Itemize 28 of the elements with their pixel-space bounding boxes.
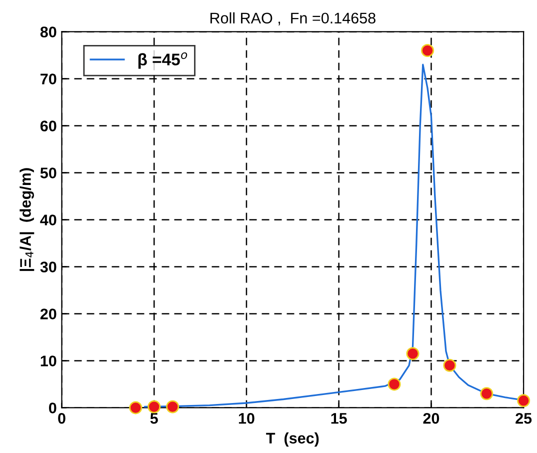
point [148,400,161,414]
y-tick-label: 60 [40,120,56,132]
legend-label: β =45$^{o}$ [138,52,188,69]
y-tick-label: 50 [40,168,56,178]
point [480,387,494,400]
x-tick-label: 25 [516,412,532,424]
point [517,394,530,408]
point [421,44,434,58]
point [166,400,180,414]
chart-title: Roll RAO , Fn =0.14658 [210,12,376,26]
x-tick-label: 15 [331,413,347,424]
y-axis-title: |Ξ$_{4}$/A| (deg/m) [20,168,34,271]
y-tick-label: 40 [40,214,56,226]
x-tick-label: 20 [423,412,440,424]
y-tick-label: 10 [40,356,56,366]
point [406,347,420,360]
y-tick-label: 0 [49,402,56,414]
x-tick-label: 10 [238,412,254,424]
x-axis-title: T (sec) [266,432,319,447]
x-tick-label: 0 [58,412,66,424]
point [388,378,401,391]
point [443,358,456,372]
y-tick-label: 30 [40,262,56,272]
y-tick-label: 70 [40,74,56,84]
y-tick-label: 20 [40,308,56,320]
x-tick-label: 5 [150,413,158,424]
y-tick-label: 80 [40,26,56,38]
point [129,401,142,414]
